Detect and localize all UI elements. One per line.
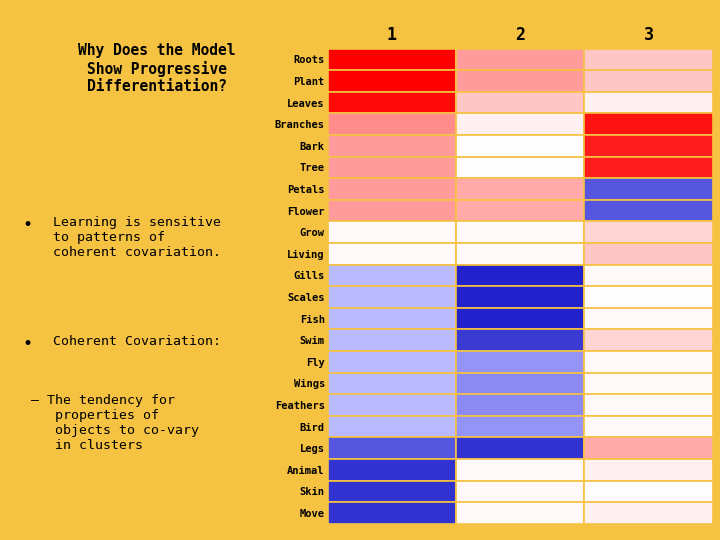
Bar: [456, 70, 585, 92]
Text: Coherent Covariation:: Coherent Covariation:: [53, 335, 221, 348]
Bar: [328, 351, 456, 373]
Bar: [328, 157, 456, 178]
Bar: [456, 92, 585, 113]
Bar: [328, 502, 456, 524]
Bar: [456, 178, 585, 200]
Text: •: •: [22, 216, 32, 234]
Bar: [328, 92, 456, 113]
Bar: [585, 113, 713, 135]
Text: Why Does the Model
Show Progressive
Differentiation?: Why Does the Model Show Progressive Diff…: [78, 43, 235, 94]
Bar: [456, 351, 585, 373]
Bar: [328, 178, 456, 200]
Text: – The tendency for
   properties of
   objects to co-vary
   in clusters: – The tendency for properties of objects…: [32, 394, 199, 452]
Bar: [585, 502, 713, 524]
Bar: [585, 459, 713, 481]
Bar: [328, 70, 456, 92]
Bar: [585, 308, 713, 329]
Bar: [456, 113, 585, 135]
Bar: [585, 416, 713, 437]
Bar: [328, 459, 456, 481]
Bar: [585, 92, 713, 113]
Bar: [585, 135, 713, 157]
Bar: [585, 70, 713, 92]
Bar: [456, 373, 585, 394]
Text: Learning is sensitive
to patterns of
coherent covariation.: Learning is sensitive to patterns of coh…: [53, 216, 221, 259]
Bar: [456, 49, 585, 70]
Bar: [585, 265, 713, 286]
Bar: [585, 178, 713, 200]
Bar: [328, 243, 456, 265]
Bar: [456, 437, 585, 459]
Bar: [328, 49, 456, 70]
Bar: [585, 243, 713, 265]
Bar: [585, 286, 713, 308]
Bar: [456, 243, 585, 265]
Bar: [328, 373, 456, 394]
Bar: [456, 416, 585, 437]
Bar: [456, 200, 585, 221]
Bar: [328, 286, 456, 308]
Bar: [328, 113, 456, 135]
Bar: [328, 135, 456, 157]
Bar: [585, 49, 713, 70]
Bar: [585, 200, 713, 221]
Bar: [585, 481, 713, 502]
Bar: [456, 221, 585, 243]
Bar: [328, 481, 456, 502]
Bar: [585, 351, 713, 373]
Bar: [456, 308, 585, 329]
Bar: [456, 265, 585, 286]
Text: •: •: [22, 335, 32, 353]
Bar: [585, 437, 713, 459]
Bar: [328, 437, 456, 459]
Bar: [456, 329, 585, 351]
Bar: [328, 394, 456, 416]
Bar: [328, 265, 456, 286]
Bar: [585, 394, 713, 416]
Bar: [456, 481, 585, 502]
Bar: [456, 286, 585, 308]
Bar: [456, 135, 585, 157]
Bar: [585, 221, 713, 243]
Bar: [328, 221, 456, 243]
Bar: [328, 416, 456, 437]
Bar: [456, 157, 585, 178]
Bar: [585, 373, 713, 394]
Bar: [456, 394, 585, 416]
Bar: [585, 329, 713, 351]
Bar: [328, 200, 456, 221]
Bar: [456, 459, 585, 481]
Bar: [456, 502, 585, 524]
Bar: [328, 329, 456, 351]
Bar: [585, 157, 713, 178]
Bar: [328, 308, 456, 329]
